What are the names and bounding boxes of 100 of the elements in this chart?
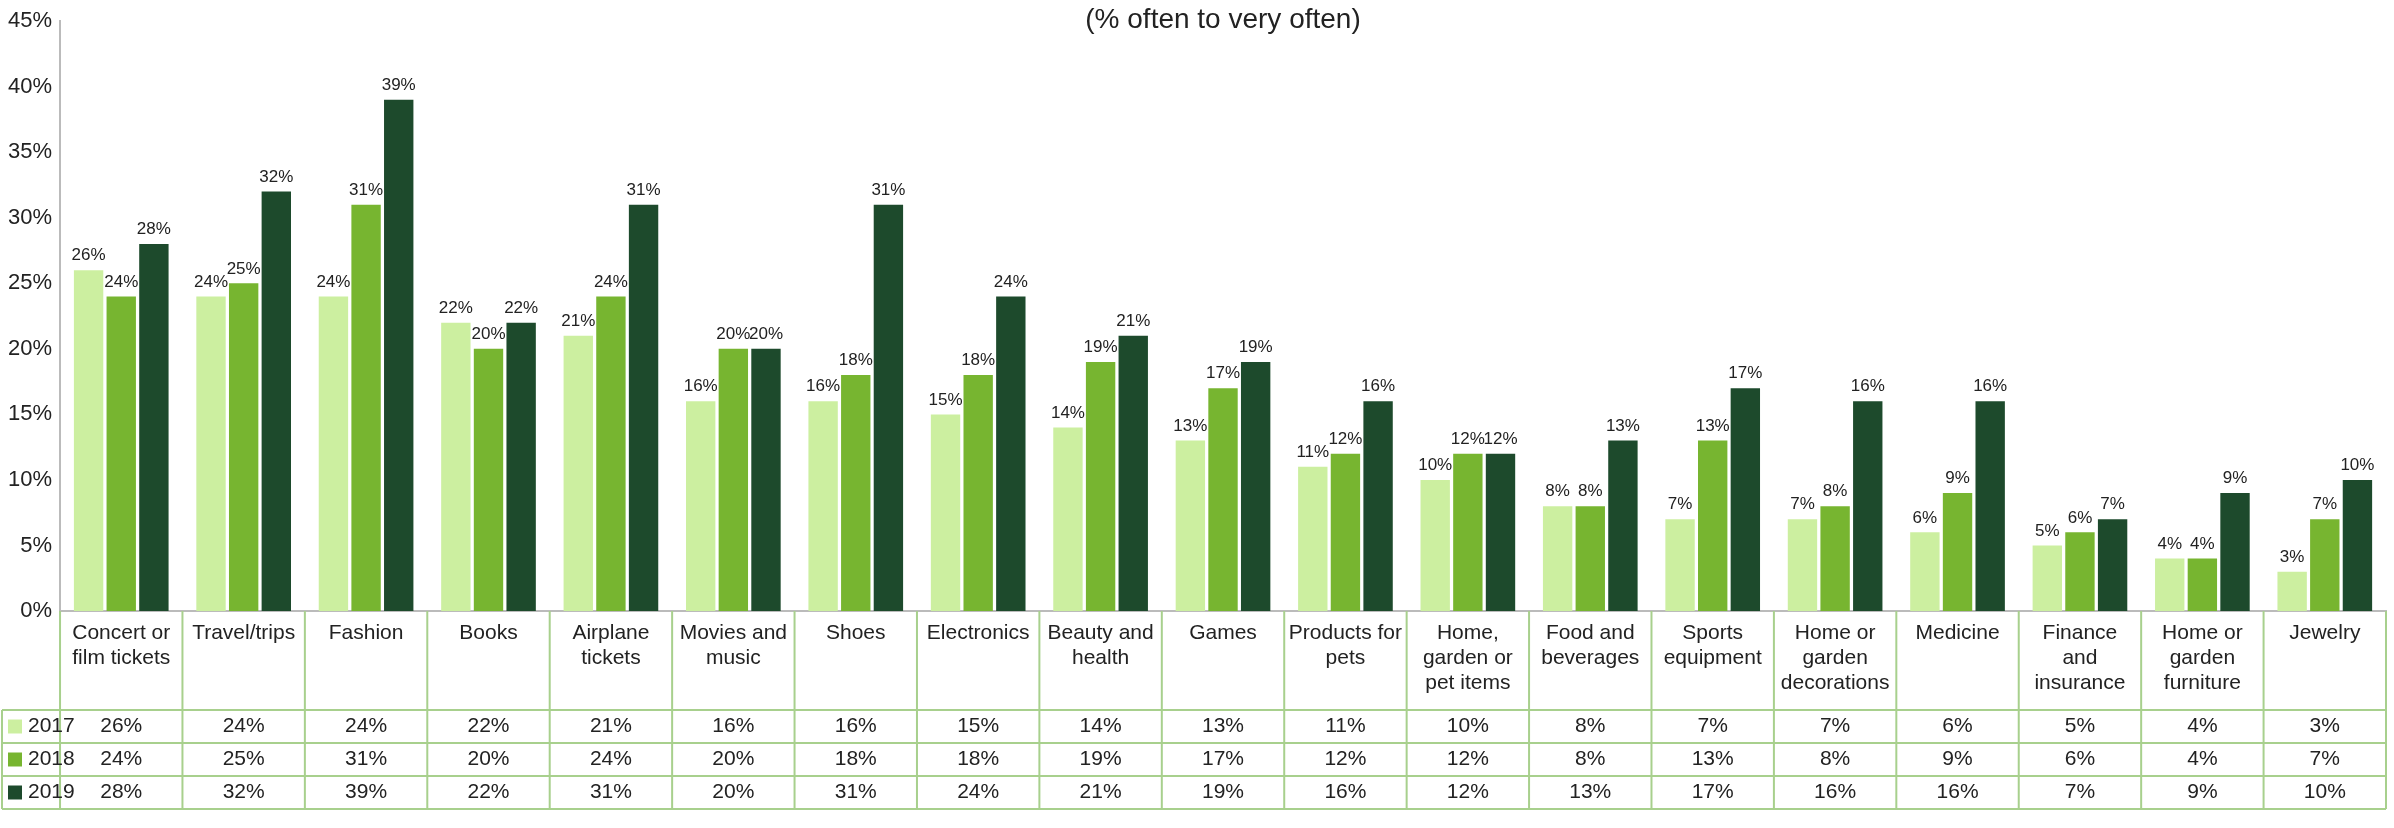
bar (2310, 519, 2340, 611)
data-label: 9% (2187, 779, 2218, 803)
x-tick-label: Home or garden furniture (2162, 619, 2243, 693)
text: 39% (381, 75, 416, 95)
bar (2187, 558, 2218, 611)
bar (596, 296, 626, 611)
x-tick-label: Sports equipment (1663, 619, 1762, 668)
data-label: 25% (222, 746, 265, 770)
data-label: 12% (1324, 746, 1367, 770)
bar (1330, 453, 1361, 611)
bar (1363, 401, 1393, 611)
x-tick-label: Finance and insurance (2034, 619, 2126, 693)
text: 16% (1850, 376, 1885, 396)
text: 26% (71, 245, 106, 265)
x-tick-label: Electronics (926, 619, 1030, 643)
text: 19% (1238, 337, 1273, 357)
data-label: 32% (222, 779, 265, 803)
data-label: 14% (1079, 713, 1122, 737)
text: 16% (806, 376, 841, 396)
data-label: 10% (2303, 779, 2346, 803)
bar (228, 283, 259, 611)
legend-label: 2019 (28, 779, 75, 803)
bar (2065, 532, 2095, 611)
data-label: 10% (1446, 713, 1489, 737)
y-tick-label: 0% (20, 597, 53, 623)
x-tick-label: Food and beverages (1541, 619, 1640, 668)
bar (261, 191, 291, 611)
text: 17% (1206, 363, 1241, 383)
bar (318, 296, 349, 611)
text: 32% (259, 166, 294, 186)
y-tick-label: 20% (7, 334, 53, 360)
text: 17% (1728, 363, 1763, 383)
data-label: 17% (1691, 779, 1734, 803)
data-label: 17% (1202, 746, 1245, 770)
x-tick-label: Shoes (825, 619, 886, 643)
chart-title: (% often to very often) (1085, 2, 1361, 34)
bar (351, 204, 381, 611)
text: 24% (104, 271, 139, 291)
bar (718, 348, 749, 611)
text: 10% (1418, 455, 1453, 475)
data-label: 8% (1575, 713, 1606, 737)
text: 31% (626, 179, 661, 199)
x-tick-label: Medicine (1915, 619, 2000, 643)
data-label: 21% (1079, 779, 1122, 803)
data-label: 6% (1942, 713, 1973, 737)
data-label: 24% (100, 746, 143, 770)
x-tick-label: Products for pets (1288, 619, 1403, 668)
bar (1730, 388, 1761, 611)
data-label: 22% (467, 713, 510, 737)
text: 8% (1577, 481, 1603, 501)
y-tick-label: 35% (7, 138, 53, 164)
text: 24% (194, 271, 229, 291)
text: 16% (683, 376, 718, 396)
bar (1485, 453, 1516, 611)
data-label: 26% (100, 713, 143, 737)
text: 9% (1945, 468, 1970, 488)
x-tick-label: Travel/trips (192, 619, 296, 643)
bar (1787, 519, 1818, 611)
text: 21% (561, 310, 596, 330)
bar (808, 401, 838, 611)
text: 8% (1545, 481, 1570, 501)
legend-label: 2017 (28, 713, 75, 737)
text: 13% (1173, 415, 1208, 435)
bar (106, 296, 136, 611)
bar (1575, 506, 1605, 611)
data-label: 16% (1936, 779, 1979, 803)
bar (73, 270, 104, 611)
data-label: 5% (2064, 713, 2096, 737)
data-label: 16% (712, 713, 755, 737)
text: 6% (1912, 507, 1938, 527)
data-label: 18% (957, 746, 1000, 770)
data-label: 7% (1697, 713, 1728, 737)
legend-label: 2018 (28, 746, 75, 770)
text: 6% (2067, 507, 2093, 527)
data-label: 4% (2187, 746, 2218, 770)
text: 25% (226, 258, 261, 278)
data-label: 13% (1691, 746, 1734, 770)
bar (1942, 493, 1973, 611)
y-tick-label: 5% (20, 531, 53, 557)
text: 15% (928, 389, 963, 409)
text: 4% (2157, 533, 2183, 553)
text: 16% (1973, 376, 2008, 396)
bar (1910, 532, 1940, 611)
bar (930, 414, 961, 611)
data-label: 7% (1819, 713, 1851, 737)
data-label: 20% (712, 779, 755, 803)
data-label: 7% (2064, 779, 2096, 803)
text: 16% (1361, 376, 1396, 396)
bar (441, 322, 471, 611)
bar (1118, 335, 1148, 611)
text: 3% (2279, 546, 2305, 566)
text: 20% (716, 324, 751, 344)
bar (841, 375, 871, 611)
bar (1820, 506, 1850, 611)
text: 12% (1450, 428, 1485, 448)
bar (1665, 519, 1695, 611)
bar (628, 204, 659, 611)
data-label: 6% (2064, 746, 2096, 770)
data-label: 12% (1446, 779, 1489, 803)
x-tick-label: Airplane tickets (572, 619, 650, 668)
